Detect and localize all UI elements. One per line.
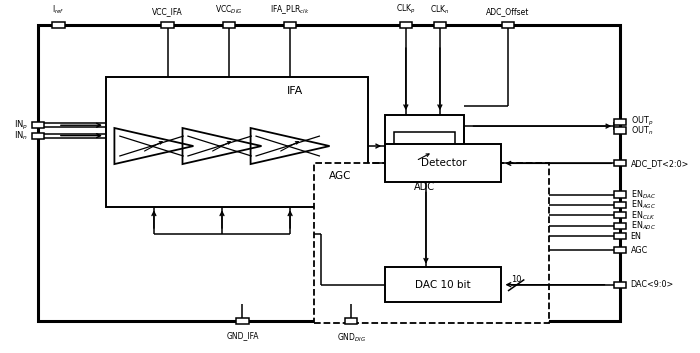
Bar <box>52 22 64 28</box>
Bar <box>38 25 620 321</box>
Bar <box>284 22 296 28</box>
Text: ADC: ADC <box>414 181 435 192</box>
Text: EN$_{ADC}$: EN$_{ADC}$ <box>631 220 656 232</box>
Text: OUT$_n$: OUT$_n$ <box>631 124 652 137</box>
Text: EN$_{DAC}$: EN$_{DAC}$ <box>631 188 656 201</box>
Text: IFA_PLR$_{clk}$: IFA_PLR$_{clk}$ <box>270 3 310 16</box>
Bar <box>614 282 626 288</box>
Bar <box>614 191 626 198</box>
Text: CLK$_n$: CLK$_n$ <box>430 4 449 16</box>
Text: CLK$_p$: CLK$_p$ <box>396 3 416 16</box>
Bar <box>614 223 626 229</box>
Bar <box>106 77 368 207</box>
Text: AGC: AGC <box>329 170 351 180</box>
Bar <box>614 127 626 133</box>
Bar <box>614 233 626 239</box>
Text: VCC$_{DIG}$: VCC$_{DIG}$ <box>215 4 243 16</box>
Bar <box>502 22 514 28</box>
Text: VCC_IFA: VCC_IFA <box>152 7 183 16</box>
Text: GND$_{DIG}$: GND$_{DIG}$ <box>337 331 366 344</box>
Text: DAC<9:0>: DAC<9:0> <box>631 280 674 289</box>
Bar <box>434 22 446 28</box>
Bar <box>614 160 626 167</box>
Bar <box>614 212 626 219</box>
Bar <box>386 115 463 200</box>
Bar <box>237 318 248 324</box>
Bar <box>394 132 455 181</box>
Text: IFA: IFA <box>287 85 303 96</box>
Text: ADC_Offset: ADC_Offset <box>486 7 530 16</box>
Bar <box>314 163 549 323</box>
Bar <box>345 318 358 324</box>
Text: EN$_{AGC}$: EN$_{AGC}$ <box>631 199 656 211</box>
Bar <box>614 247 626 253</box>
Text: 10: 10 <box>511 275 522 284</box>
Text: Detector: Detector <box>421 158 466 168</box>
Text: IN$_p$: IN$_p$ <box>14 119 28 132</box>
Bar <box>32 122 44 128</box>
Bar <box>614 119 626 125</box>
Text: DAC 10 bit: DAC 10 bit <box>416 280 471 290</box>
Bar <box>400 22 412 28</box>
Text: ADC_DT<2:0>: ADC_DT<2:0> <box>631 159 689 168</box>
Bar <box>386 144 501 183</box>
Bar <box>614 202 626 208</box>
Bar <box>162 22 174 28</box>
Text: GND_IFA: GND_IFA <box>226 331 259 341</box>
Text: AGC: AGC <box>631 246 648 255</box>
Text: IN$_n$: IN$_n$ <box>14 130 28 142</box>
Text: EN: EN <box>631 232 641 241</box>
Bar <box>223 22 235 28</box>
Text: EN$_{CLK}$: EN$_{CLK}$ <box>631 209 655 222</box>
Bar <box>32 132 44 139</box>
Bar <box>386 267 501 302</box>
Text: I$_{ref}$: I$_{ref}$ <box>52 4 65 16</box>
Text: OUT$_p$: OUT$_p$ <box>631 115 653 128</box>
